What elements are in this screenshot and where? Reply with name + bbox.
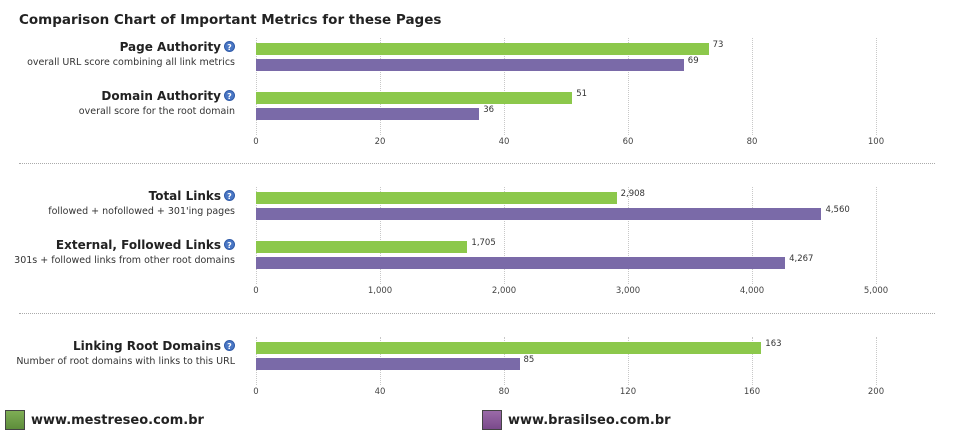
x-tick-label: 0 — [253, 286, 259, 296]
x-tick-label: 40 — [498, 137, 510, 147]
metric-name-text: External, Followed Links — [55, 238, 221, 252]
legend-swatch-site1 — [5, 410, 25, 430]
data-label: 1,705 — [471, 238, 496, 248]
legend-item-site2: www.brasilseo.com.br — [482, 408, 671, 432]
metric-description: overall score for the root domain — [78, 106, 235, 117]
bar-site2 — [256, 108, 480, 120]
legend-swatch-site2 — [482, 410, 502, 430]
grid-line — [256, 38, 258, 135]
x-tick-label: 80 — [746, 137, 758, 147]
metric-name: External, Followed Links? — [56, 238, 235, 252]
x-tick-label: 200 — [867, 387, 885, 397]
x-tick-label: 60 — [622, 137, 634, 147]
metric-description: Number of root domains with links to thi… — [16, 356, 235, 367]
legend-label-site2: www.brasilseo.com.br — [508, 412, 671, 428]
metric-name: Domain Authority? — [101, 89, 235, 103]
metric-name-text: Total Links — [148, 189, 221, 203]
grid-line — [752, 38, 754, 135]
x-tick-label: 80 — [498, 387, 510, 397]
data-label: 4,560 — [825, 205, 850, 215]
bar-site2 — [256, 358, 520, 370]
grid-line — [628, 187, 630, 284]
metric-name-text: Page Authority — [119, 40, 221, 54]
x-tick-label: 40 — [374, 387, 386, 397]
x-tick-label: 160 — [743, 387, 761, 397]
bar-site1 — [256, 342, 762, 354]
data-label: 85 — [523, 355, 535, 365]
help-icon[interactable]: ? — [224, 190, 235, 201]
x-tick-label: 3,000 — [615, 286, 641, 296]
x-tick-label: 100 — [867, 137, 885, 147]
grid-line — [752, 337, 754, 385]
data-label: 36 — [483, 105, 495, 115]
grid-line — [876, 337, 878, 385]
help-icon[interactable]: ? — [224, 340, 235, 351]
data-label: 73 — [712, 40, 724, 50]
data-label: 51 — [576, 89, 588, 99]
grid-line — [876, 187, 878, 284]
grid-line — [380, 38, 382, 135]
grid-line — [504, 38, 506, 135]
grid-line — [628, 38, 630, 135]
data-label: 163 — [765, 339, 782, 349]
bar-site2 — [256, 257, 786, 269]
metric-name: Total Links? — [149, 189, 235, 203]
grid-line — [628, 337, 630, 385]
grid-line — [380, 187, 382, 284]
grid-line — [256, 187, 258, 284]
x-tick-label: 5,000 — [863, 286, 889, 296]
metric-name: Page Authority? — [120, 40, 235, 54]
x-tick-label: 20 — [374, 137, 386, 147]
x-tick-label: 0 — [253, 137, 259, 147]
x-tick-label: 1,000 — [367, 286, 393, 296]
metric-description: overall URL score combining all link met… — [27, 57, 235, 68]
data-label: 4,267 — [789, 254, 814, 264]
bar-site1 — [256, 43, 709, 55]
help-icon[interactable]: ? — [224, 41, 235, 52]
help-icon[interactable]: ? — [224, 90, 235, 101]
grid-line — [504, 187, 506, 284]
data-label: 2,908 — [620, 189, 645, 199]
metric-name: Linking Root Domains? — [73, 339, 235, 353]
legend-item-site1: www.mestreseo.com.br — [5, 408, 204, 432]
x-tick-label: 4,000 — [739, 286, 765, 296]
section-divider — [19, 313, 935, 314]
bar-site2 — [256, 59, 684, 71]
bar-site1 — [256, 192, 617, 204]
metric-description: 301s + followed links from other root do… — [14, 255, 235, 266]
x-tick-label: 2,000 — [491, 286, 517, 296]
x-tick-label: 120 — [619, 387, 637, 397]
data-label: 69 — [687, 56, 699, 66]
metric-name-text: Domain Authority — [101, 89, 221, 103]
grid-line — [752, 187, 754, 284]
legend-label-site1: www.mestreseo.com.br — [31, 412, 204, 428]
section-divider — [19, 163, 935, 164]
x-tick-label: 0 — [253, 387, 259, 397]
bar-site2 — [256, 208, 822, 220]
grid-line — [876, 38, 878, 135]
bar-site1 — [256, 92, 573, 104]
bar-site1 — [256, 241, 468, 253]
help-icon[interactable]: ? — [224, 239, 235, 250]
metric-name-text: Linking Root Domains — [73, 339, 221, 353]
metric-description: followed + nofollowed + 301'ing pages — [48, 206, 235, 217]
chart-title: Comparison Chart of Important Metrics fo… — [19, 12, 442, 28]
